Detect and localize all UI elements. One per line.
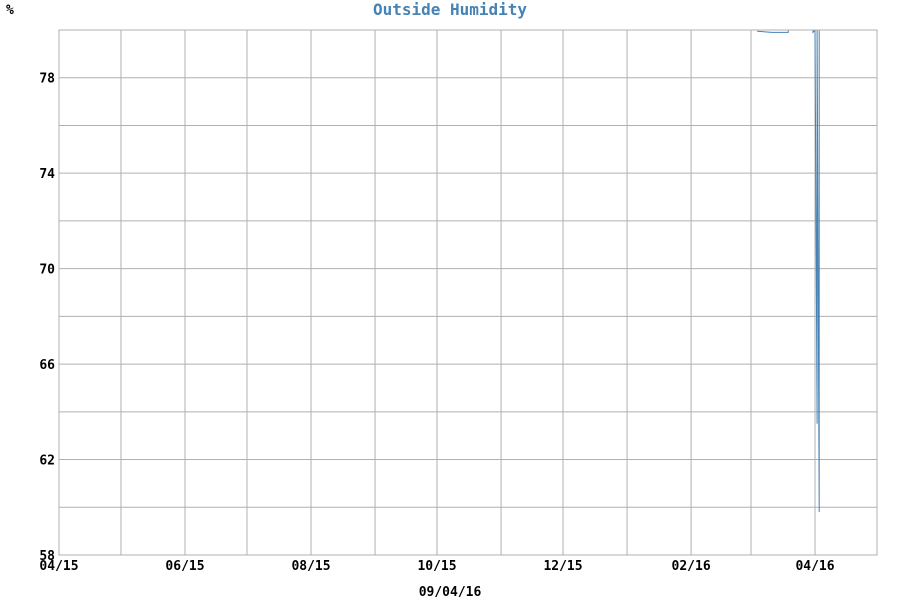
series-group bbox=[757, 30, 826, 513]
y-tick-label: 58 bbox=[39, 549, 55, 564]
plot-frame bbox=[58, 29, 878, 556]
chart-title: Outside Humidity bbox=[373, 0, 527, 19]
grid bbox=[59, 30, 877, 555]
y-tick-label: 62 bbox=[39, 454, 55, 469]
y-axis-ticks: 58 62 66 70 74 78 bbox=[39, 72, 55, 564]
x-tick-label: 02/16 bbox=[672, 559, 711, 574]
x-tick-label: 04/15 bbox=[39, 559, 78, 574]
y-tick-label: 66 bbox=[39, 358, 55, 373]
humidity-series-line bbox=[757, 30, 826, 513]
y-axis-unit: % bbox=[6, 3, 14, 18]
x-axis-ticks: 04/15 06/15 08/15 10/15 12/15 02/16 04/16 bbox=[39, 559, 834, 574]
x-tick-label: 12/15 bbox=[543, 559, 582, 574]
x-tick-label: 10/15 bbox=[417, 559, 456, 574]
y-tick-label: 70 bbox=[39, 263, 55, 278]
x-tick-label: 06/15 bbox=[165, 559, 204, 574]
x-tick-label: 08/15 bbox=[291, 559, 330, 574]
x-tick-label: 04/16 bbox=[795, 559, 834, 574]
y-tick-label: 74 bbox=[39, 167, 55, 182]
y-tick-label: 78 bbox=[39, 72, 55, 87]
x-axis-footer-date: 09/04/16 bbox=[419, 585, 482, 600]
